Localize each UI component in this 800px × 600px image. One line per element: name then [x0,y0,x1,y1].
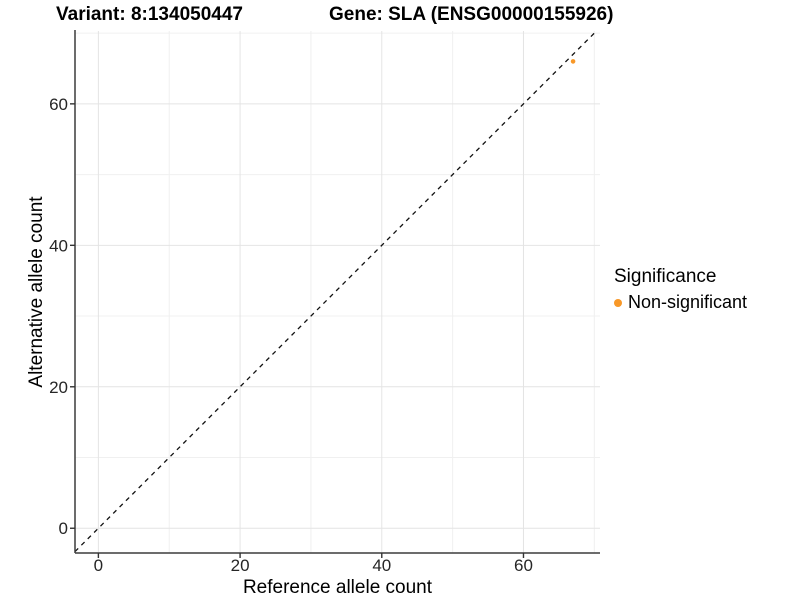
y-tick-label: 20 [49,378,68,397]
x-tick-label: 20 [231,556,250,575]
legend-item-label: Non-significant [628,292,748,312]
legend: Significance Non-significant [614,266,747,313]
plot-title-variant: Variant: 8:134050447 [56,4,243,25]
x-tick-label: 0 [94,556,103,575]
identity-line [74,30,597,553]
legend-title: Significance [614,266,717,287]
legend-key-dot-icon [614,298,622,307]
y-tick-label: 40 [49,236,68,255]
x-tick-label: 60 [514,556,533,575]
legend-item-non-significant: Non-significant [614,292,747,313]
data-point [570,59,576,64]
plot-title-gene: Gene: SLA (ENSG00000155926) [329,4,614,25]
x-tick-label: 40 [372,556,391,575]
x-axis-title: Reference allele count [242,577,433,598]
y-tick-label: 0 [59,519,68,538]
y-tick-label: 60 [49,95,68,114]
y-axis-title: Alternative allele count [26,196,47,388]
